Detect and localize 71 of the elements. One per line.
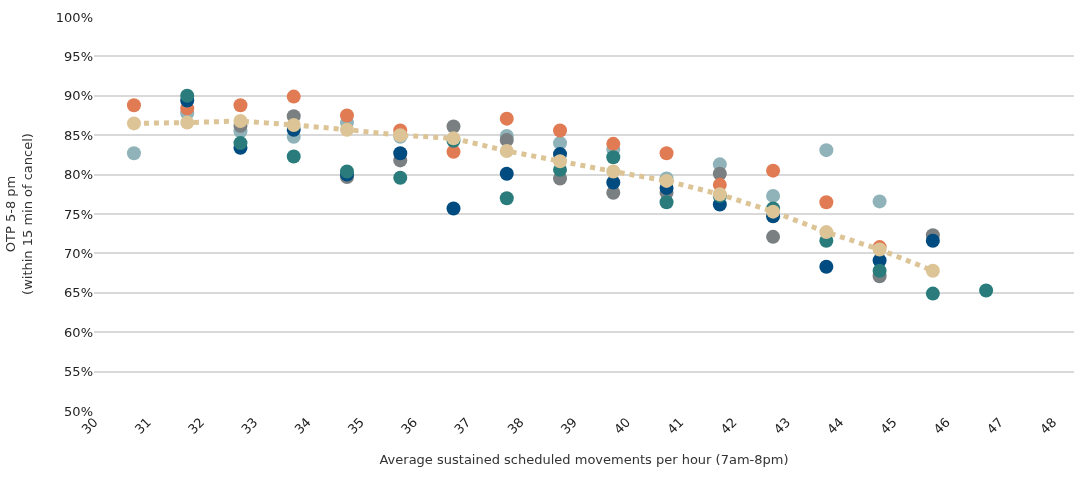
point: [393, 170, 408, 185]
point: [766, 163, 781, 178]
point: [446, 201, 461, 216]
x-tick-label: 31: [131, 414, 154, 437]
x-tick-label: 33: [238, 414, 261, 437]
point: [553, 154, 568, 169]
x-tick-label: 40: [611, 414, 634, 437]
y-tick-label: 55%: [64, 364, 93, 380]
point: [286, 149, 301, 164]
x-tick-label: 46: [930, 414, 953, 437]
point: [819, 195, 834, 210]
point: [393, 146, 408, 161]
x-tick-label: 39: [557, 414, 581, 437]
x-tick-label: 45: [877, 414, 900, 437]
x-tick-label: 35: [344, 414, 368, 437]
point: [286, 89, 301, 104]
point: [925, 263, 940, 278]
point: [340, 122, 354, 137]
point: [766, 229, 781, 244]
point: [766, 188, 781, 203]
x-tick-label: 41: [664, 414, 687, 437]
point: [233, 114, 248, 129]
x-tick-label: 37: [451, 414, 474, 437]
y-axis-title: OTP 5-8 pm (within 15 min of cancel): [2, 133, 35, 295]
y-tick-label: 65%: [64, 285, 93, 301]
point: [819, 225, 834, 240]
y-tick-label: 75%: [64, 206, 93, 222]
point: [126, 116, 141, 131]
y-tick-label: 95%: [64, 48, 93, 64]
x-tick-label: 44: [824, 414, 847, 437]
y-tick-label: 85%: [64, 127, 93, 143]
point: [553, 123, 568, 138]
point: [606, 150, 621, 165]
point: [925, 286, 940, 301]
y-tick-label: 80%: [64, 167, 93, 183]
x-tick-label: 47: [983, 414, 1007, 437]
point: [499, 166, 514, 181]
point: [340, 108, 354, 123]
y-tick-label: 50%: [64, 403, 93, 419]
point: [126, 98, 141, 113]
point: [180, 115, 195, 130]
point: [819, 259, 834, 274]
point: [499, 191, 514, 206]
x-tick-label: 48: [1037, 414, 1060, 437]
y-tick-label: 100%: [55, 9, 93, 25]
point: [499, 143, 514, 158]
point: [499, 111, 514, 126]
x-tick-label: 42: [717, 414, 740, 437]
x-tick-label: 43: [770, 414, 794, 437]
x-axis-title: Average sustained scheduled movements per hour (7am-8pm): [379, 451, 789, 467]
point: [606, 136, 621, 151]
point: [872, 194, 887, 209]
y-tick-label: 70%: [64, 245, 93, 261]
point: [925, 233, 940, 248]
point: [126, 146, 141, 161]
point: [233, 136, 248, 151]
point: [819, 143, 834, 158]
y-tick-label: 90%: [64, 88, 93, 104]
y-tick-label: 60%: [64, 324, 93, 340]
x-tick-label: 38: [504, 414, 527, 437]
point: [979, 283, 994, 298]
point: [286, 117, 301, 132]
point: [180, 88, 195, 103]
point: [606, 164, 621, 179]
x-tick-label: 32: [184, 414, 208, 437]
x-tick-label: 34: [291, 414, 314, 437]
point: [659, 195, 674, 210]
x-tick-label: 36: [397, 414, 421, 437]
point: [872, 263, 887, 278]
point: [659, 146, 674, 161]
point: [233, 98, 248, 113]
